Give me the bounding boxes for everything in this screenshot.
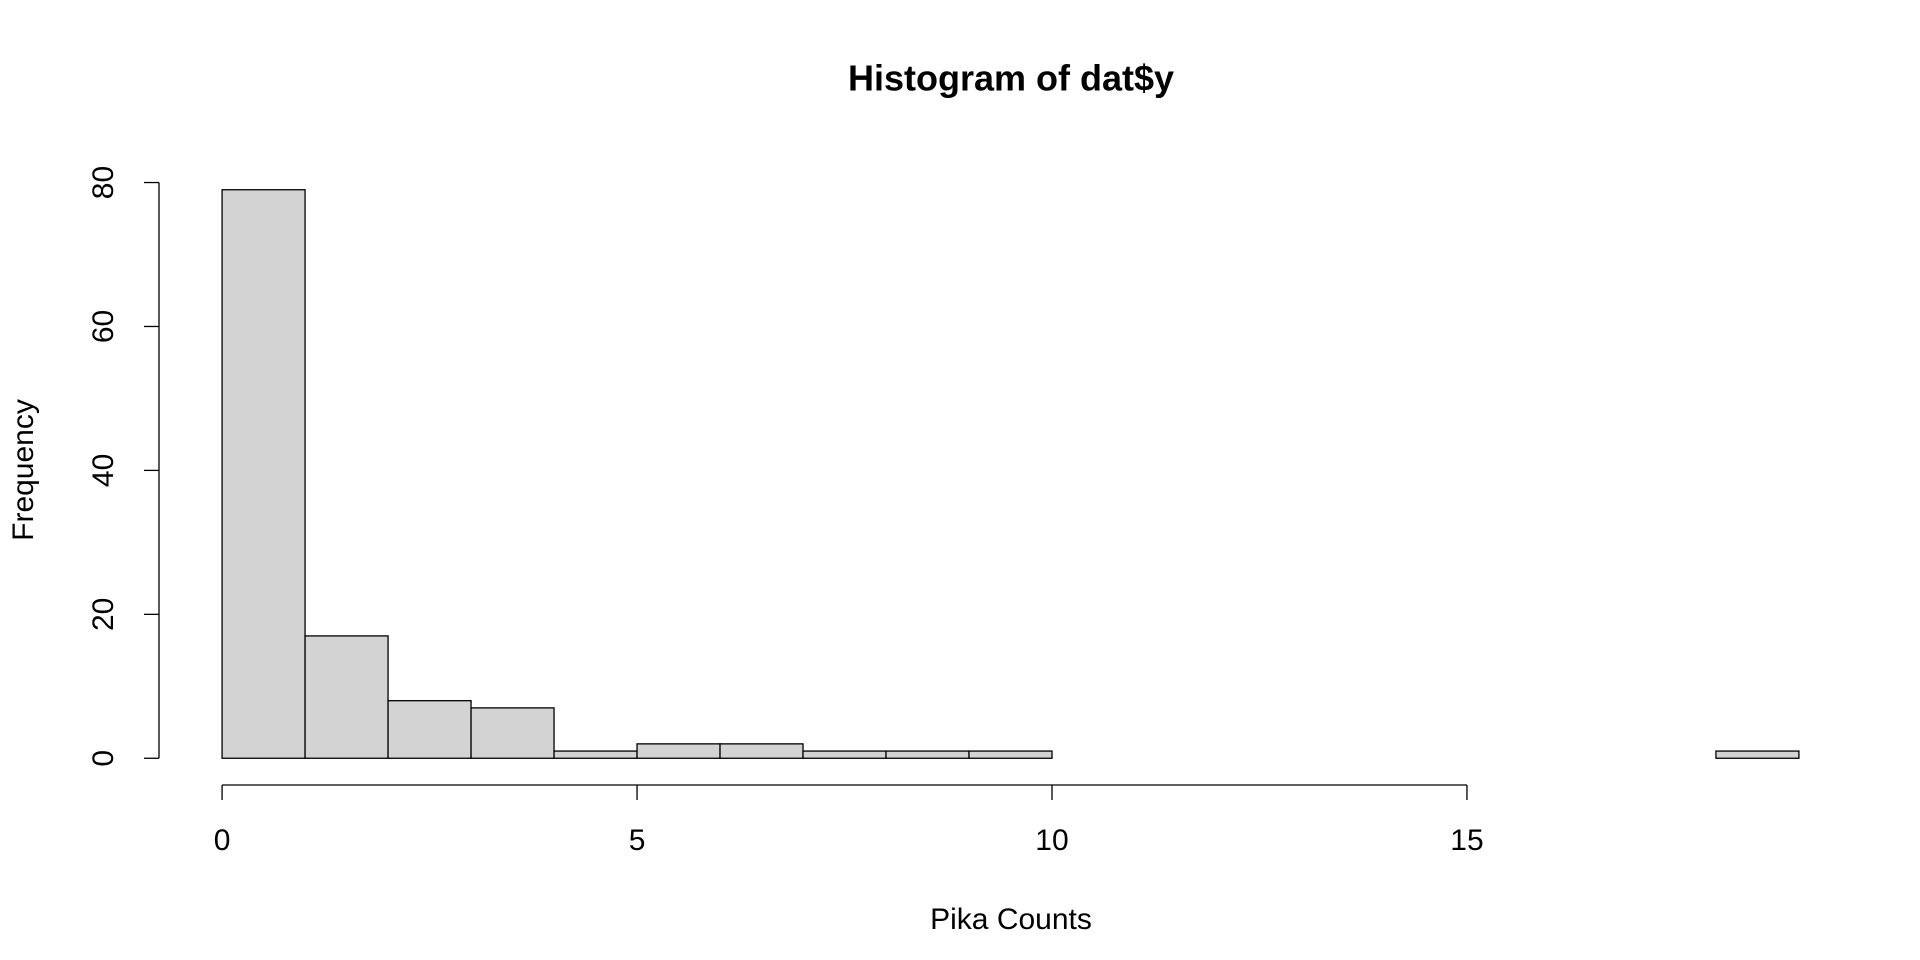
y-tick-label: 80	[87, 166, 120, 199]
bar	[719, 743, 804, 759]
bar	[387, 700, 472, 759]
y-tick-label: 40	[87, 454, 120, 487]
bar	[968, 750, 1053, 759]
bar	[470, 707, 555, 759]
bar	[885, 750, 970, 759]
bar	[1715, 750, 1800, 759]
y-tick-label: 20	[87, 598, 120, 631]
x-tick-label: 10	[1035, 824, 1068, 857]
bar	[221, 189, 306, 759]
bar	[636, 743, 721, 759]
y-tick-label: 0	[87, 750, 120, 767]
x-tick-label: 0	[214, 824, 231, 857]
x-tick-label: 15	[1450, 824, 1483, 857]
chart-title: Histogram of dat$y	[848, 58, 1174, 99]
bar	[802, 750, 887, 759]
bar	[553, 750, 638, 759]
x-axis-label: Pika Counts	[930, 903, 1092, 936]
x-tick-label: 5	[629, 824, 646, 857]
bar	[304, 635, 389, 759]
y-tick-label: 60	[87, 310, 120, 343]
y-axis-label: Frequency	[7, 399, 40, 541]
